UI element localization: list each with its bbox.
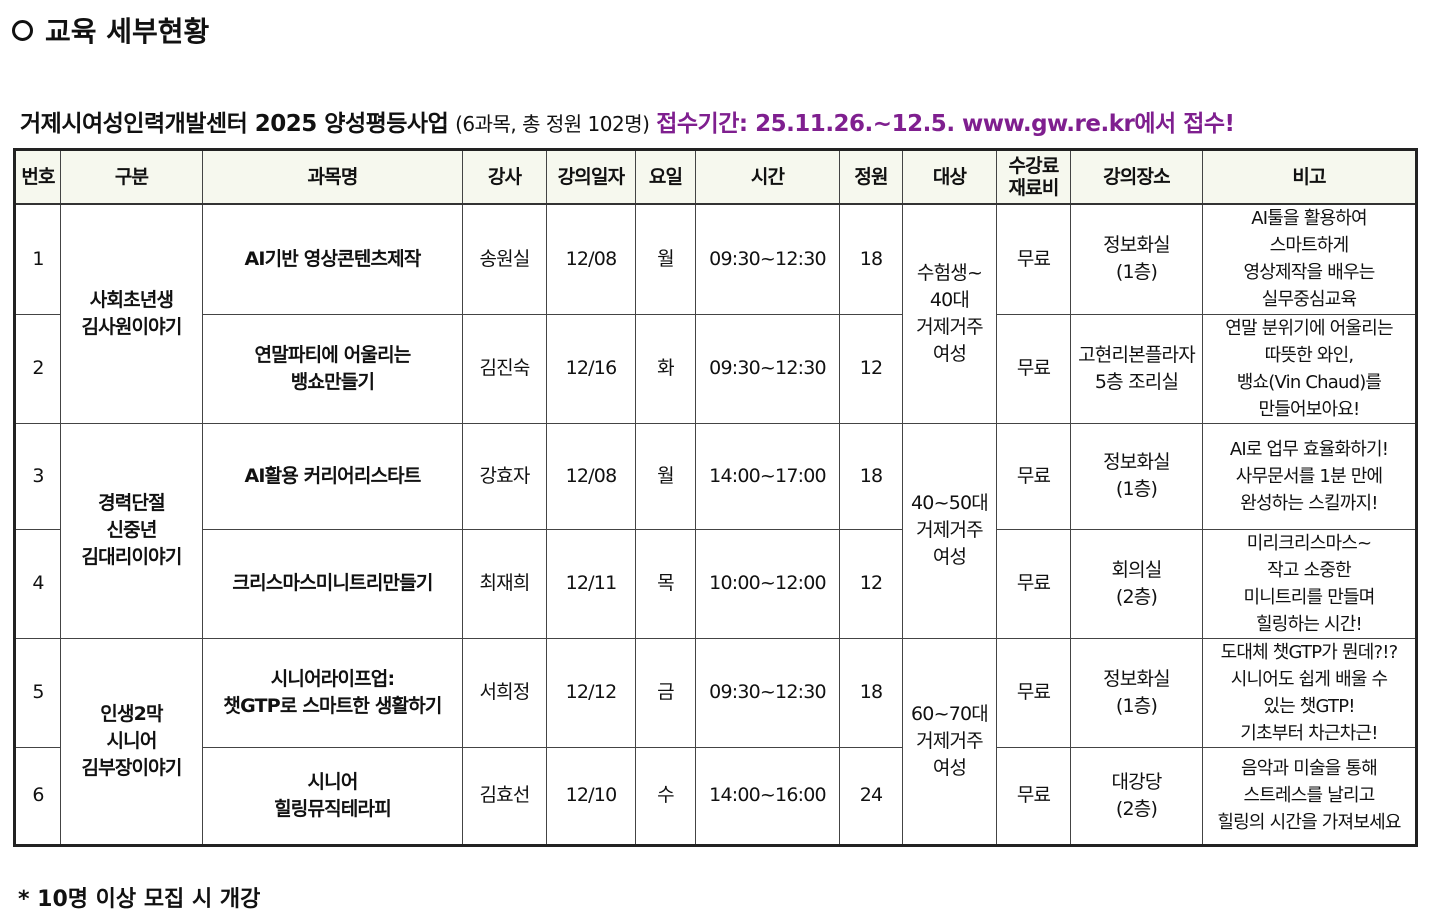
column-header: 시간: [695, 149, 840, 205]
table-row: 3 경력단절 신중년 김대리이야기 AI활용 커리어리스타트 강효자 12/08 월 14:…: [14, 422, 1417, 639]
column-header: 번호: [14, 149, 61, 205]
instructor: 송원실: [462, 203, 547, 315]
instructor: 최재희: [462, 528, 547, 639]
column-header: 비고: [1202, 149, 1417, 205]
venue: 고현리본플라자 5층 조리실: [1070, 313, 1203, 424]
row-number: 5: [14, 637, 61, 748]
remarks: 도대체 챗GTP가 뭔데?!? 시니어도 쉽게 배울 수 있는 챗GTP! 기초…: [1202, 637, 1417, 748]
column-header: 구분: [60, 149, 203, 205]
header-row: 번호 구분 과목명 강사 강의일자 요일 시간 정원 대상 수강료 재료비 강의장소 비고: [14, 149, 1417, 205]
venue: 회의실 (2층): [1070, 528, 1203, 639]
course-name: 크리스마스미니트리만들기: [202, 528, 463, 639]
lecture-time: 10:00~12:00: [695, 528, 840, 639]
remarks: AI로 업무 효율화하기! 사무문서를 1분 만에 완성하는 스킬까지!: [1202, 422, 1417, 530]
course-name: 시니어라이프업: 챗GTP로 스마트한 생활하기: [202, 637, 463, 748]
table-row: 5 인생2막 시니어 김부장이야기 시니어라이프업: 챗GTP로 스마트한 생활하기…: [14, 637, 1417, 846]
lecture-date: 12/08: [546, 422, 636, 530]
group-name: 인생2막 시니어 김부장이야기: [60, 637, 203, 846]
row-number: 6: [14, 746, 61, 846]
course-name: 시니어 힐링뮤직테라피: [202, 746, 463, 846]
fee: 무료: [996, 313, 1071, 424]
row-number: 3: [14, 422, 61, 530]
lecture-date: 12/12: [546, 637, 636, 748]
column-header: 수강료 재료비: [996, 149, 1071, 205]
target-audience: 60~70대 거제거주 여성: [902, 637, 997, 846]
target-audience: 40~50대 거제거주 여성: [902, 422, 997, 639]
fee: 무료: [996, 203, 1071, 315]
row-number: 2: [14, 313, 61, 424]
footnote: * 10명 이상 모집 시 개강: [18, 887, 261, 912]
fee: 무료: [996, 528, 1071, 639]
lecture-time: 09:30~12:30: [695, 637, 840, 748]
table-row: 2 연말파티에 어울리는 뱅쇼만들기 김진숙 12/16 화 09:30~12:30 12 무…: [14, 313, 1417, 424]
capacity: 12: [839, 313, 903, 424]
section-title: 교육 세부현황: [12, 10, 209, 50]
weekday: 월: [635, 422, 696, 530]
instructor: 서희정: [462, 637, 547, 748]
lecture-date: 12/08: [546, 203, 636, 315]
column-header: 요일: [635, 149, 696, 205]
lecture-date: 12/16: [546, 313, 636, 424]
section-title-text: 교육 세부현황: [45, 15, 210, 48]
course-name: 연말파티에 어울리는 뱅쇼만들기: [202, 313, 463, 424]
column-header: 강사: [462, 149, 547, 205]
venue: 정보화실 (1층): [1070, 422, 1203, 530]
capacity: 18: [839, 422, 903, 530]
instructor: 강효자: [462, 422, 547, 530]
capacity: 24: [839, 746, 903, 846]
row-number: 4: [14, 528, 61, 639]
application-period: 접수기간: 25.11.26.~12.5. www.gw.re.kr에서 접수!: [656, 111, 1235, 137]
capacity: 18: [839, 203, 903, 315]
target-audience: 수험생~ 40대 거제거주 여성: [902, 203, 997, 424]
course-name: AI기반 영상콘텐츠제작: [202, 203, 463, 315]
lecture-time: 14:00~16:00: [695, 746, 840, 846]
column-header: 강의일자: [546, 149, 636, 205]
instructor: 김진숙: [462, 313, 547, 424]
group-name: 사회초년생 김사원이야기: [60, 203, 203, 424]
weekday: 월: [635, 203, 696, 315]
remarks: AI툴을 활용하여 스마트하게 영상제작을 배우는 실무중심교육: [1202, 203, 1417, 315]
weekday: 목: [635, 528, 696, 639]
fee: 무료: [996, 637, 1071, 748]
remarks: 연말 분위기에 어울리는 따뜻한 와인, 뱅쇼(Vin Chaud)를 만들어보…: [1202, 313, 1417, 424]
weekday: 화: [635, 313, 696, 424]
column-header: 과목명: [202, 149, 463, 205]
capacity: 12: [839, 528, 903, 639]
weekday: 수: [635, 746, 696, 846]
program-heading: 거제시여성인력개발센터 2025 양성평등사업 (6과목, 총 정원 102명)…: [20, 104, 1235, 138]
org-title: 거제시여성인력개발센터 2025 양성평등사업: [20, 111, 449, 137]
instructor: 김효선: [462, 746, 547, 846]
row-number: 1: [14, 203, 61, 315]
course-name: AI활용 커리어리스타트: [202, 422, 463, 530]
lecture-time: 09:30~12:30: [695, 203, 840, 315]
venue: 정보화실 (1층): [1070, 637, 1203, 748]
column-header: 대상: [902, 149, 997, 205]
venue: 대강당 (2층): [1070, 746, 1203, 846]
lecture-time: 14:00~17:00: [695, 422, 840, 530]
fee: 무료: [996, 422, 1071, 530]
column-header: 강의장소: [1070, 149, 1203, 205]
table-row: 4 크리스마스미니트리만들기 최재희 12/11 목 10:00~12:00 12 무료 회의실…: [14, 528, 1417, 639]
remarks: 미리크리스마스~ 작고 소중한 미니트리를 만들며 힐링하는 시간!: [1202, 528, 1417, 639]
table-row: 1 사회초년생 김사원이야기 AI기반 영상콘텐츠제작 송원실 12/08 월 09:30~…: [14, 203, 1417, 424]
weekday: 금: [635, 637, 696, 748]
lecture-date: 12/11: [546, 528, 636, 639]
course-table: 번호 구분 과목명 강사 강의일자 요일 시간 정원 대상 수강료 재료비 강의장소 비고 1 사회초년…: [13, 148, 1418, 847]
fee: 무료: [996, 746, 1071, 846]
table-row: 6 시니어 힐링뮤직테라피 김효선 12/10 수 14:00~16:00 24 무료 대강당 …: [14, 746, 1417, 846]
capacity: 18: [839, 637, 903, 748]
remarks: 음악과 미술을 통해 스트레스를 날리고 힐링의 시간을 가져보세요: [1202, 746, 1417, 846]
group-name: 경력단절 신중년 김대리이야기: [60, 422, 203, 639]
column-header: 정원: [839, 149, 903, 205]
course-summary: (6과목, 총 정원 102명): [455, 112, 650, 136]
lecture-date: 12/10: [546, 746, 636, 846]
lecture-time: 09:30~12:30: [695, 313, 840, 424]
venue: 정보화실 (1층): [1070, 203, 1203, 315]
circle-bullet-icon: [12, 19, 33, 41]
